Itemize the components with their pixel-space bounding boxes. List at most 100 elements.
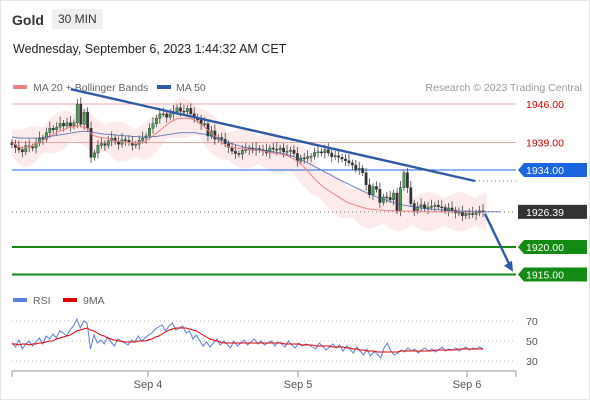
candle-body [62, 123, 65, 127]
candle-body [134, 143, 138, 146]
candle-body [289, 149, 292, 152]
candle-body [313, 152, 316, 157]
candle-body [278, 147, 282, 150]
candle-body [378, 189, 382, 203]
candle-body [240, 149, 244, 155]
candle-body [179, 107, 182, 112]
candle-body [467, 213, 471, 215]
support-tag [518, 267, 587, 282]
candle-body [333, 155, 337, 157]
candle-body [405, 172, 409, 188]
candle-body [75, 103, 79, 123]
candle-body [316, 151, 320, 154]
candle-body [48, 127, 52, 133]
candle-body [185, 108, 189, 112]
legend-swatch-ma20 [13, 85, 27, 89]
candle-body [375, 186, 378, 190]
resistance-label: 1946.00 [526, 99, 564, 111]
rsi-tick-label: 30 [526, 356, 538, 368]
candle-body [306, 156, 310, 159]
candle-body [237, 153, 241, 155]
candle-body [371, 186, 375, 195]
candle-body [368, 184, 371, 195]
candle-body [440, 206, 444, 209]
current-price-label: 1926.39 [526, 207, 564, 219]
candle-body [392, 192, 396, 200]
candle-body [285, 151, 289, 153]
candle-body [426, 206, 430, 209]
candle-body [151, 123, 155, 129]
candle-body [44, 132, 48, 140]
candle-body [323, 149, 327, 154]
candle-body [175, 107, 179, 112]
candle-body [350, 162, 354, 166]
timeframe-badge[interactable]: 30 MIN [52, 9, 103, 29]
candle-body [433, 204, 437, 207]
candle-body [344, 158, 347, 161]
candle-body [124, 139, 127, 141]
candle-body [443, 207, 447, 211]
candle-body [464, 213, 468, 216]
forecast-arrow-shaft [483, 213, 512, 267]
candle-body [141, 137, 145, 141]
candle-body [220, 137, 224, 140]
candle-body [148, 127, 151, 137]
pivot-tag [518, 163, 587, 177]
rsi-tick-label: 70 [526, 316, 538, 328]
candle-body [402, 172, 406, 188]
candle-body [55, 126, 59, 131]
candle-body [419, 204, 423, 208]
candle-body [168, 113, 172, 118]
resistance-label: 1939.00 [526, 138, 564, 150]
candle-body [292, 149, 296, 154]
candle-body [17, 147, 21, 150]
candle-body [113, 137, 117, 142]
ma20-line [11, 117, 487, 213]
rsi-line [11, 317, 484, 359]
candle-body [86, 112, 90, 129]
candle-body [106, 140, 110, 146]
candle-body [234, 151, 237, 154]
candle-body [268, 147, 272, 154]
candle-body [450, 207, 454, 211]
chart-date: Wednesday, September 6, 2023 1:44:32 AM … [13, 42, 287, 56]
candle-body [99, 143, 103, 146]
candle-body [89, 127, 93, 158]
legend-label-rsi: RSI [33, 295, 51, 307]
candle-body [41, 137, 45, 140]
candle-body [340, 157, 344, 160]
legend-label-ma20: MA 20 + Bollinger Bands [33, 82, 148, 94]
copyright-text: Research © 2023 Trading Central [425, 82, 582, 94]
legend-swatch-ma50 [157, 85, 171, 89]
x-tick-label: Sep 6 [453, 379, 482, 391]
support-tag [518, 240, 587, 254]
legend-swatch-rsi [13, 298, 27, 302]
candle-body [385, 196, 389, 199]
x-tick-label: Sep 5 [284, 379, 313, 391]
candle-body [471, 213, 475, 215]
candle-body [271, 147, 275, 150]
candle-body [460, 212, 464, 216]
legend-label-ma50: MA 50 [176, 82, 206, 94]
candle-body [399, 187, 402, 211]
forecast-arrow-head [504, 260, 513, 272]
candle-body [69, 122, 72, 127]
candle-body [409, 187, 413, 204]
candle-body [430, 206, 433, 208]
current-price-tag [518, 204, 587, 219]
candle-body [154, 118, 158, 125]
candle-body [158, 113, 162, 119]
candle-body [103, 143, 107, 146]
candle-body [130, 142, 134, 146]
candle-body [96, 145, 100, 154]
candle-body [416, 206, 420, 211]
candle-body [326, 149, 330, 154]
symbol-title: Gold [12, 12, 44, 28]
pivot-label: 1934.00 [526, 165, 564, 177]
candle-body [189, 108, 193, 115]
legend-label-9ma: 9MA [83, 295, 105, 307]
bollinger-band [12, 98, 487, 232]
support-label: 1915.00 [526, 270, 564, 282]
candle-body [161, 113, 165, 116]
